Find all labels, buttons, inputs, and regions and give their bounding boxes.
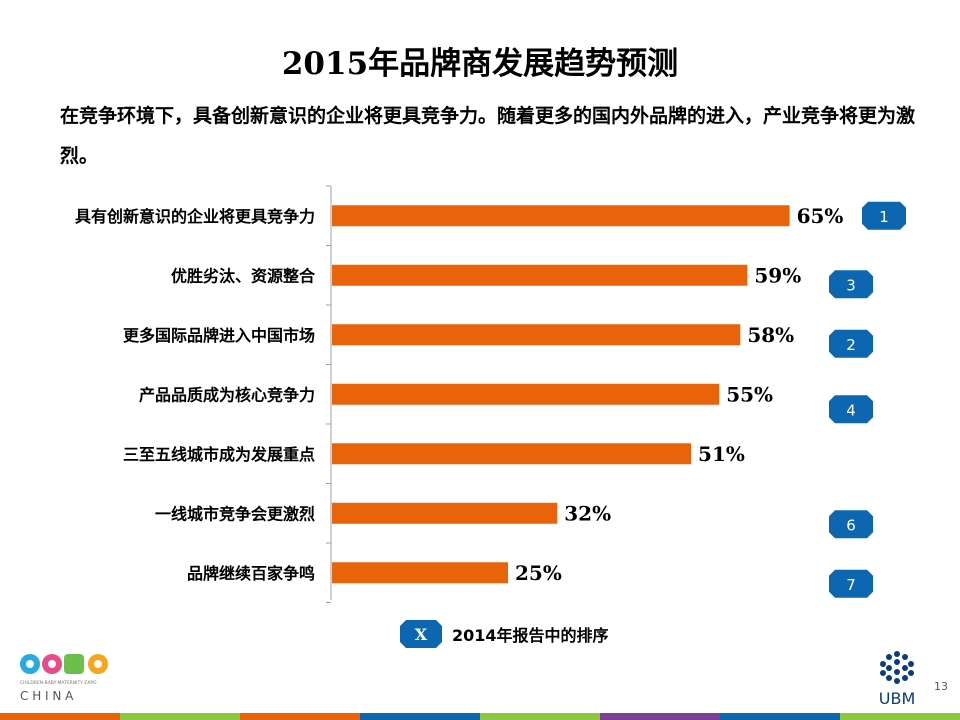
rank-badge: 1 bbox=[862, 201, 906, 230]
rank-badge-label: 2 bbox=[846, 336, 856, 354]
footer-color-segment bbox=[0, 713, 120, 720]
category-label: 品牌继续百家争鸣 bbox=[187, 564, 315, 583]
page-subtitle: 在竞争环境下，具备创新意识的企业将更具竞争力。随着更多的国内外品牌的进入，产业竞… bbox=[60, 105, 916, 167]
value-label: 59% bbox=[754, 263, 801, 287]
bar bbox=[332, 205, 790, 227]
rank-badge-label: 6 bbox=[846, 516, 856, 534]
page-number: 13 bbox=[934, 680, 948, 693]
rank-badge: 4 bbox=[829, 395, 873, 424]
bar bbox=[332, 502, 558, 524]
category-label: 具有创新意识的企业将更具竞争力 bbox=[75, 207, 315, 226]
footer-color-band bbox=[0, 713, 960, 720]
rank-badge-shape bbox=[829, 270, 873, 299]
footer-color-segment bbox=[360, 713, 480, 720]
rank-badge-label: 7 bbox=[846, 576, 856, 594]
footer-color-segment bbox=[120, 713, 240, 720]
rank-badge-label: 3 bbox=[846, 276, 856, 294]
rank-badge-shape bbox=[862, 201, 906, 230]
legend-badge: X bbox=[400, 620, 442, 648]
rank-badge: 3 bbox=[829, 270, 873, 299]
value-label: 58% bbox=[747, 323, 794, 347]
footer-color-segment bbox=[600, 713, 720, 720]
category-label: 一线城市竞争会更激烈 bbox=[155, 504, 315, 523]
legend-badge-label: X bbox=[415, 625, 428, 644]
rank-badge-shape bbox=[829, 569, 873, 598]
footer-color-segment bbox=[720, 713, 840, 720]
rank-badge-shape bbox=[829, 329, 873, 358]
category-label: 更多国际品牌进入中国市场 bbox=[123, 326, 315, 345]
bar bbox=[332, 443, 692, 465]
page-title: 2015年品牌商发展趋势预测 bbox=[281, 46, 679, 82]
bar bbox=[332, 562, 508, 584]
bar bbox=[332, 383, 720, 405]
rank-badge-label: 4 bbox=[846, 401, 856, 419]
cbme-logo: CHILDREN-BABY-MATERNITY EXPO C H I N A bbox=[20, 654, 108, 703]
bar-chart: 具有创新意识的企业将更具竞争力 65% 1 优胜劣汰、资源整合 59% 3 更多国际品牌进入… bbox=[75, 185, 906, 603]
rank-badge: 6 bbox=[829, 510, 873, 539]
value-label: 65% bbox=[797, 204, 844, 228]
rank-badge: 7 bbox=[829, 569, 873, 598]
rank-badge: 2 bbox=[829, 329, 873, 358]
value-label: 51% bbox=[698, 442, 745, 466]
footer-color-segment bbox=[480, 713, 600, 720]
logo-sub: C H I N A bbox=[20, 689, 74, 703]
rank-badge-label: 1 bbox=[879, 208, 889, 226]
value-label: 25% bbox=[515, 561, 562, 585]
footer-color-segment bbox=[240, 713, 360, 720]
ubm-label: UBM bbox=[879, 689, 916, 708]
ubm-logo: UBM bbox=[879, 651, 916, 708]
bar bbox=[332, 264, 748, 286]
rank-badge-shape bbox=[829, 395, 873, 424]
value-label: 32% bbox=[564, 501, 611, 525]
value-label: 55% bbox=[726, 382, 773, 406]
legend-text: 2014年报告中的排序 bbox=[452, 626, 609, 645]
logo-tagline: CHILDREN-BABY-MATERNITY EXPO bbox=[20, 680, 97, 686]
rank-badge-shape bbox=[829, 510, 873, 539]
category-label: 产品品质成为核心竞争力 bbox=[139, 385, 315, 404]
footer-color-segment bbox=[840, 713, 960, 720]
bar bbox=[332, 324, 741, 346]
category-label: 三至五线城市成为发展重点 bbox=[123, 445, 315, 464]
category-label: 优胜劣汰、资源整合 bbox=[171, 266, 316, 285]
